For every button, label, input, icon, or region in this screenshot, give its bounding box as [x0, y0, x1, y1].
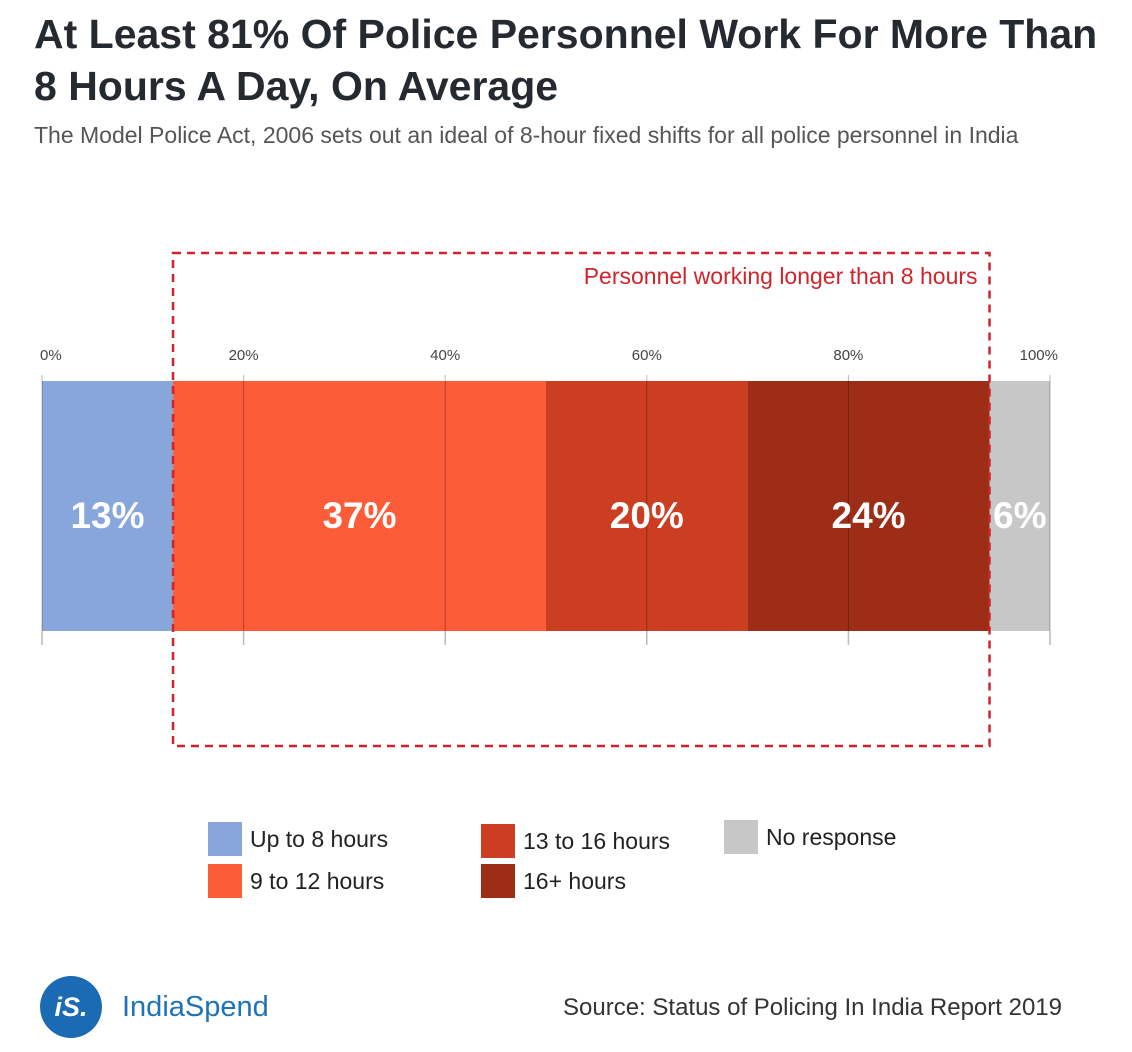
data-label: 20%	[610, 495, 684, 536]
data-label: 6%	[993, 495, 1046, 536]
legend-item-up-to-8: Up to 8 hours	[208, 822, 388, 856]
legend-item-no-response: No response	[724, 820, 896, 854]
tick-label: 40%	[430, 347, 460, 364]
bar-segment	[747, 381, 990, 631]
data-label: 24%	[832, 495, 906, 536]
legend-label: 16+ hours	[523, 867, 626, 894]
legend-item-16-plus: 16+ hours	[481, 864, 626, 898]
logo-mark-icon: iS.	[40, 976, 102, 1038]
chart-subtitle: The Model Police Act, 2006 sets out an i…	[34, 122, 1019, 148]
legend-swatch	[481, 824, 515, 858]
legend-item-13-to-16: 13 to 16 hours	[481, 824, 670, 858]
bar-segment	[546, 381, 748, 631]
legend-label: Up to 8 hours	[250, 825, 389, 852]
source-note: Source: Status of Policing In India Repo…	[563, 994, 1062, 1021]
tick-label: 80%	[833, 347, 863, 364]
tick-label: 20%	[229, 347, 259, 364]
bar-segment	[989, 381, 1050, 631]
legend-swatch	[208, 864, 242, 898]
legend-item-9-to-12: 9 to 12 hours	[208, 864, 384, 898]
chart-title: At Least 81% Of Police Personnel Work Fo…	[34, 11, 1098, 109]
data-label: 13%	[70, 495, 144, 536]
legend-label: No response	[766, 823, 897, 850]
tick-label: 60%	[632, 347, 662, 364]
tick-label: 0%	[40, 347, 62, 364]
legend-label: 13 to 16 hours	[523, 827, 671, 854]
tick-label: 100%	[1020, 347, 1058, 364]
bar-segment	[173, 381, 547, 631]
legend-swatch	[724, 820, 758, 854]
legend-swatch	[481, 864, 515, 898]
legend-swatch	[208, 822, 242, 856]
stacked-bar-chart: 0% 20% 40% 60% 80% 100% 13% 37% 20% 24% 6% Personne…	[40, 251, 1058, 748]
legend-label: 9 to 12 hours	[250, 867, 385, 894]
bar-segment	[42, 381, 174, 631]
data-label: 37%	[322, 495, 396, 536]
indiaspend-logo[interactable]: iS. IndiaSpend	[40, 976, 269, 1038]
logo-name: IndiaSpend	[122, 990, 269, 1023]
annotation-label: Personnel working longer than 8 hours	[584, 263, 978, 289]
annotation-box	[171, 251, 991, 748]
